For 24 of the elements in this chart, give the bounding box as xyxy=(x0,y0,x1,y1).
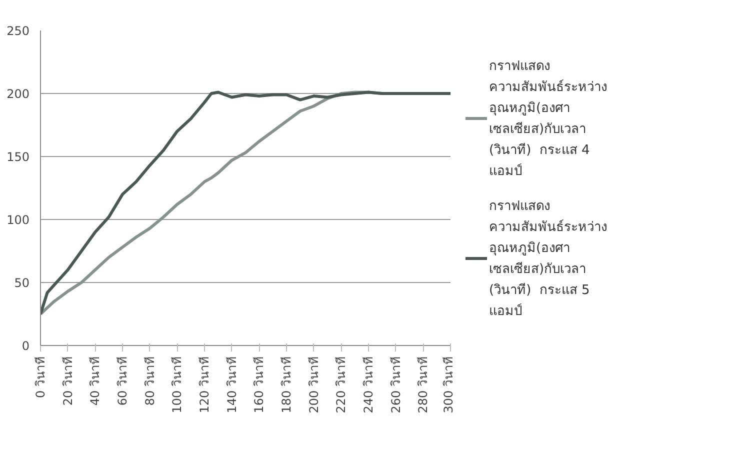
x-tick-label: 240 วินาที xyxy=(362,356,376,414)
legend-label: กราฟแสดง ความสัมพันธ์ระหว่าง อุณหภูมิ(องศา เซลเซียส)กับเวลา (วินาที) กระแส 5 แอมป์ xyxy=(489,198,607,320)
y-tick-label: 50 xyxy=(14,276,30,290)
y-tick-label: 200 xyxy=(6,87,30,101)
x-tick-label: 220 วินาที xyxy=(334,356,348,414)
x-tick-label: 140 วินาที xyxy=(224,356,239,414)
x-tick-label: 100 วินาที xyxy=(170,356,184,414)
y-tick-label: 150 xyxy=(6,150,30,164)
x-tick-label: 300 วินาที xyxy=(442,356,456,414)
y-tick-label: 100 xyxy=(6,213,30,227)
x-tick-label: 80 วินาที xyxy=(142,356,157,406)
y-tick-label: 0 xyxy=(22,339,30,353)
x-tick-label: 260 วินาที xyxy=(388,356,403,414)
x-tick-label: 120 วินาที xyxy=(198,356,212,414)
x-tick-label: 20 วินาที xyxy=(60,356,75,406)
x-tick-label: 280 วินาที xyxy=(416,356,430,414)
x-tick-label: 40 วินาที xyxy=(88,356,102,406)
x-tick-label: 200 วินาที xyxy=(306,356,321,414)
legend-label: กราฟแสดง ความสัมพันธ์ระหว่าง อุณหภูมิ(องศา เซลเซียส)กับเวลา (วินาที) กระแส 4 แอมป์ xyxy=(489,58,607,180)
x-tick-label: 60 วินาที xyxy=(116,356,130,406)
x-tick-label: 180 วินาที xyxy=(280,356,294,414)
x-tick-label: 160 วินาที xyxy=(252,356,266,414)
y-tick-label: 250 xyxy=(6,24,30,38)
x-tick-label: 0 วินาที xyxy=(34,356,48,398)
